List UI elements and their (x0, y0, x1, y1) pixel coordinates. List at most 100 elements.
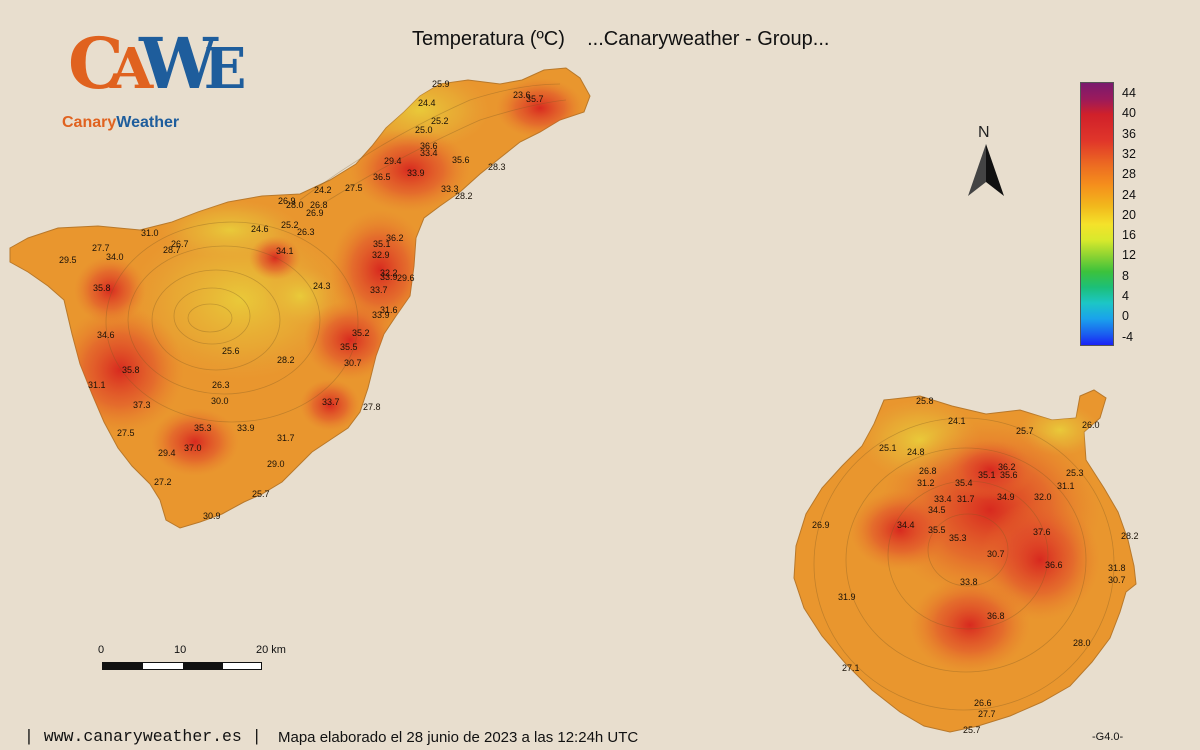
tenerife-station-label: 27.2 (154, 477, 172, 487)
tenerife-station-label: 35.7 (526, 94, 544, 104)
tenerife-station-label: 33.7 (322, 397, 340, 407)
tenerife-station-label: 32.9 (372, 250, 390, 260)
tenerife-station-label: 34.6 (97, 330, 115, 340)
tenerife-station-label: 24.4 (418, 98, 436, 108)
tenerife-station-label: 32.2 (380, 268, 398, 278)
tenerife-station-label: 37.3 (133, 400, 151, 410)
legend-label: 40 (1122, 106, 1136, 121)
tenerife-station-label: 25.9 (432, 79, 450, 89)
gran-canaria-station-label: 27.7 (978, 709, 996, 719)
tenerife-station-label: 26.9 (278, 196, 296, 206)
gran-canaria-station-label: 31.9 (838, 592, 856, 602)
north-letter: N (978, 124, 990, 141)
legend-color-bar (1080, 82, 1114, 346)
footer-date: Mapa elaborado el 28 junio de 2023 a las… (278, 729, 639, 746)
gran-canaria-station-label: 33.8 (960, 577, 978, 587)
gran-canaria-station-label: 27.1 (842, 663, 860, 673)
gran-canaria-station-label: 31.1 (1057, 481, 1075, 491)
gran-canaria-station-label: 34.9 (997, 492, 1015, 502)
gran-canaria-station-label: 31.7 (957, 494, 975, 504)
gran-canaria-heat-layer (850, 400, 1100, 673)
tenerife-station-label: 29.4 (384, 156, 402, 166)
tenerife-station-label: 30.0 (211, 396, 229, 406)
island-gran-canaria (793, 389, 1137, 733)
legend-label: 36 (1122, 126, 1136, 141)
gran-canaria-station-label: 31.8 (1108, 563, 1126, 573)
tenerife-station-label: 35.1 (373, 239, 391, 249)
gran-canaria-station-label: 35.3 (949, 533, 967, 543)
tenerife-station-label: 33.9 (237, 423, 255, 433)
tenerife-station-label: 36.2 (386, 233, 404, 243)
legend-label: 16 (1122, 228, 1136, 243)
tenerife-station-labels: 25.924.423.635.725.225.036.633.435.629.4… (59, 79, 544, 521)
tenerife-station-label: 23.6 (513, 90, 531, 100)
tenerife-station-label: 24.6 (251, 224, 269, 234)
tenerife-station-label: 25.6 (222, 346, 240, 356)
tenerife-station-label: 28.3 (488, 162, 506, 172)
legend-label: 8 (1122, 268, 1129, 283)
gran-canaria-station-label: 28.0 (1073, 638, 1091, 648)
legend-label: 28 (1122, 167, 1136, 182)
gran-canaria-station-label: 35.1 (978, 470, 996, 480)
tenerife-station-label: 35.8 (122, 365, 140, 375)
footer-version: -G4.0- (1092, 731, 1124, 743)
tenerife-station-label: 31.1 (88, 380, 106, 390)
tenerife-station-label: 35.2 (352, 328, 370, 338)
scale-label-0: 0 (98, 644, 105, 656)
north-arrow-icon (968, 144, 1004, 196)
tenerife-station-label: 36.5 (373, 172, 391, 182)
tenerife-station-label: 33.9 (380, 272, 398, 282)
north-arrow: N (966, 124, 1008, 200)
gran-canaria-station-label: 36.6 (1045, 560, 1063, 570)
gran-canaria-station-label: 26.6 (974, 698, 992, 708)
tenerife-station-label: 24.2 (314, 185, 332, 195)
gran-canaria-station-label: 36.2 (998, 462, 1016, 472)
scale-label-10: 10 (174, 644, 187, 656)
tenerife-station-label: 26.3 (212, 380, 230, 390)
gran-canaria-station-label: 28.2 (1121, 531, 1139, 541)
tenerife-station-label: 35.8 (93, 283, 111, 293)
tenerife-contours (105, 83, 567, 423)
tenerife-station-label: 28.2 (455, 191, 473, 201)
tenerife-station-label: 29.4 (158, 448, 176, 458)
legend-label: 24 (1122, 187, 1136, 202)
tenerife-station-label: 26.3 (297, 227, 315, 237)
legend-label: 12 (1122, 248, 1136, 263)
tenerife-station-label: 30.9 (203, 511, 221, 521)
tenerife-station-label: 27.7 (92, 243, 110, 253)
gran-canaria-station-label: 34.4 (897, 520, 915, 530)
gran-canaria-station-label: 26.9 (812, 520, 830, 530)
gran-canaria-station-label: 25.7 (1016, 426, 1034, 436)
gran-canaria-contours (813, 417, 1115, 711)
gran-canaria-station-label: 26.8 (919, 466, 937, 476)
gran-canaria-station-label: 35.6 (1000, 470, 1018, 480)
tenerife-station-label: 27.8 (363, 402, 381, 412)
gran-canaria-station-label: 31.2 (917, 478, 935, 488)
canaryweather-logo: CAWE CanaryWeather (62, 14, 246, 138)
gran-canaria-station-labels: 25.8 24.1 25.7 26.0 25.1 24.8 36.235.1 35.6 26.8… (812, 396, 1139, 735)
tenerife-station-label: 26.7 (171, 239, 189, 249)
tenerife-station-label: 33.4 (420, 148, 438, 158)
gran-canaria-station-label: 35.4 (955, 478, 973, 488)
tenerife-station-label: 29.6 (397, 273, 415, 283)
gran-canaria-station-label: 25.1 (879, 443, 897, 453)
gran-canaria-station-label: 25.7 (963, 725, 981, 735)
tenerife-station-label: 26.8 (310, 200, 328, 210)
logo-monogram: CAWE (68, 22, 246, 105)
tenerife-station-label: 33.7 (370, 285, 388, 295)
scale-bar (102, 662, 262, 670)
tenerife-station-label: 26.9 (306, 208, 324, 218)
gran-canaria-station-label: 37.6 (1033, 527, 1051, 537)
gran-canaria-station-label: 32.0 (1034, 492, 1052, 502)
gran-canaria-station-label: 34.5 (928, 505, 946, 515)
tenerife-station-label: 28.2 (277, 355, 295, 365)
tenerife-station-label: 25.0 (415, 125, 433, 135)
tenerife-station-label: 30.7 (344, 358, 362, 368)
island-tenerife (9, 67, 591, 529)
tenerife-station-label: 27.5 (117, 428, 135, 438)
tenerife-station-label: 28.7 (163, 245, 181, 255)
tenerife-station-label: 31.7 (277, 433, 295, 443)
legend-label: 32 (1122, 146, 1136, 161)
tenerife-station-label: 25.7 (252, 489, 270, 499)
tenerife-station-label: 28.0 (286, 200, 304, 210)
